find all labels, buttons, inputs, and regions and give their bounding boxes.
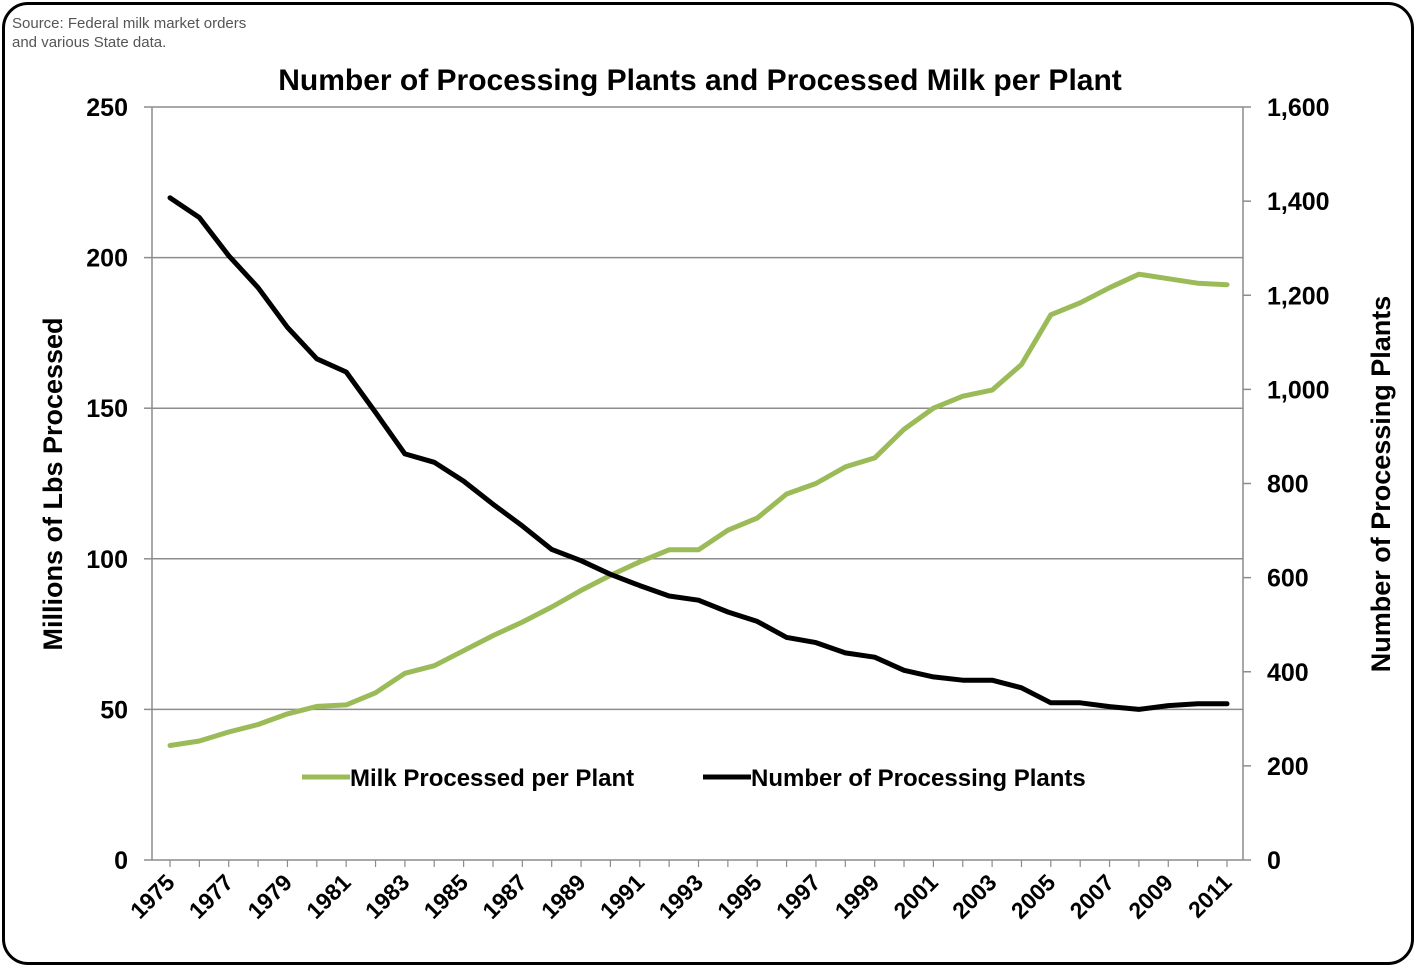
y-right-tick-label: 600 bbox=[1267, 565, 1309, 593]
y-left-tick-label: 50 bbox=[100, 696, 128, 724]
x-tick-label: 1993 bbox=[653, 869, 708, 924]
x-tick-label: 1975 bbox=[125, 869, 180, 924]
y-left-tick-label: 250 bbox=[86, 94, 128, 122]
y-left-axis-title: Millions of Lbs Processed bbox=[38, 317, 68, 650]
x-tick-label: 1995 bbox=[712, 869, 767, 924]
legend-label: Number of Processing Plants bbox=[751, 765, 1086, 792]
y-left-tick-label: 150 bbox=[86, 395, 128, 423]
gridlines bbox=[152, 106, 1243, 711]
x-tick-label: 2003 bbox=[947, 869, 1002, 924]
x-tick-label: 1989 bbox=[536, 869, 591, 924]
x-tick-label: 1981 bbox=[301, 869, 356, 924]
x-tick-label: 2001 bbox=[888, 869, 943, 924]
x-tick-label: 1977 bbox=[184, 869, 239, 924]
x-tick-label: 1991 bbox=[595, 869, 650, 924]
y-left-tick-label: 200 bbox=[86, 245, 128, 273]
y-left-tick-label: 0 bbox=[114, 847, 128, 875]
x-tick-label: 2011 bbox=[1183, 869, 1237, 923]
x-tick-label: 1999 bbox=[830, 869, 885, 924]
y-right-tick-label: 1,000 bbox=[1267, 376, 1330, 404]
y-right-axis-title: Number of Processing Plants bbox=[1366, 296, 1396, 673]
x-tick-label: 2005 bbox=[1006, 869, 1061, 924]
legend: Milk Processed per Plant Number of Proces… bbox=[302, 765, 1086, 792]
y-right-tick-label: 1,200 bbox=[1267, 282, 1330, 310]
x-tick-label: 2007 bbox=[1065, 869, 1120, 924]
x-tick-label: 1985 bbox=[419, 869, 474, 924]
x-tick-label: 1983 bbox=[360, 869, 415, 924]
legend-label: Milk Processed per Plant bbox=[350, 765, 634, 792]
source-note: Source: Federal milk market orders and v… bbox=[12, 15, 247, 51]
y-right-tick-label: 400 bbox=[1267, 659, 1309, 687]
x-tick-label: 1997 bbox=[771, 869, 826, 924]
x-tick-label: 1987 bbox=[477, 869, 532, 924]
y-left-tick-label: 100 bbox=[86, 546, 128, 574]
series-layer bbox=[167, 195, 1230, 748]
x-tick-label: 2009 bbox=[1123, 869, 1178, 924]
y-right-tick-label: 1,400 bbox=[1267, 188, 1330, 216]
y-right-tick-label: 800 bbox=[1267, 471, 1309, 499]
chart-title: Number of Processing Plants and Processe… bbox=[278, 64, 1122, 97]
series-line-milk-per-plant bbox=[167, 271, 1230, 748]
axes: 0 50 100 150 200 250 0 200 400 600 800 1,000 1,200 1,… bbox=[86, 94, 1329, 924]
x-tick-label: 1979 bbox=[242, 869, 297, 924]
y-right-tick-label: 200 bbox=[1267, 753, 1309, 781]
y-right-tick-label: 0 bbox=[1267, 847, 1281, 875]
y-right-tick-label: 1,600 bbox=[1267, 94, 1330, 122]
series-line-processing-plants bbox=[167, 195, 1230, 712]
